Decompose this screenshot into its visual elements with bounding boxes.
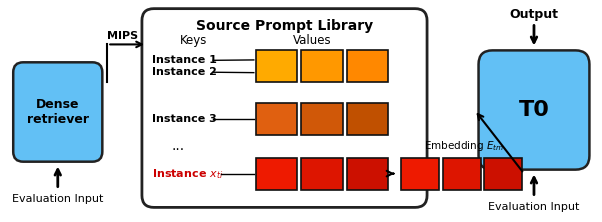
Text: Embedding $E_{tm}$: Embedding $E_{tm}$ (424, 139, 504, 153)
Text: Output: Output (509, 8, 559, 21)
FancyBboxPatch shape (142, 9, 427, 207)
Bar (347, 103, 388, 135)
Bar (485, 158, 522, 190)
Bar (402, 158, 439, 190)
Text: T0: T0 (518, 100, 550, 120)
Text: Source Prompt Library: Source Prompt Library (196, 19, 373, 33)
FancyBboxPatch shape (479, 50, 589, 170)
Bar (256, 103, 297, 135)
Text: Evaluation Input: Evaluation Input (488, 202, 580, 212)
Text: Values: Values (293, 34, 332, 48)
Bar (302, 50, 343, 82)
Text: ...: ... (172, 139, 185, 153)
Text: Keys: Keys (180, 34, 207, 48)
Text: Instance 2: Instance 2 (152, 67, 217, 77)
Bar (443, 158, 480, 190)
Text: Instance 1: Instance 1 (152, 55, 217, 65)
Text: Dense
retriever: Dense retriever (26, 98, 88, 126)
Text: MIPS: MIPS (107, 32, 138, 42)
FancyBboxPatch shape (13, 62, 102, 162)
Bar (256, 50, 297, 82)
Bar (347, 50, 388, 82)
Text: Instance $x_{ti}$: Instance $x_{ti}$ (152, 167, 223, 180)
Bar (347, 158, 388, 190)
Text: Instance 3: Instance 3 (152, 114, 217, 124)
Bar (302, 158, 343, 190)
Bar (256, 158, 297, 190)
Text: Evaluation Input: Evaluation Input (12, 194, 104, 204)
Bar (302, 103, 343, 135)
